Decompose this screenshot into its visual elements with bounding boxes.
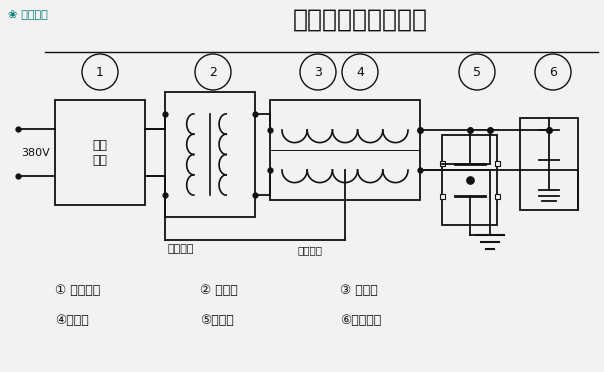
- Text: ① 变频电源: ① 变频电源: [55, 283, 100, 296]
- Bar: [495, 161, 500, 166]
- Text: ⑤分压器: ⑤分压器: [200, 314, 234, 327]
- Bar: [495, 194, 500, 199]
- Text: ③ 电抗器: ③ 电抗器: [340, 283, 378, 296]
- Text: 1: 1: [96, 65, 104, 78]
- Text: 2: 2: [209, 65, 217, 78]
- Text: ② 激励变: ② 激励变: [200, 283, 238, 296]
- Text: 测量输入: 测量输入: [297, 245, 323, 255]
- Bar: [440, 194, 445, 199]
- Bar: [270, 100, 420, 200]
- Bar: [165, 92, 255, 217]
- Text: 测量输入: 测量输入: [167, 244, 193, 254]
- Text: 3: 3: [314, 65, 322, 78]
- Text: 4: 4: [356, 65, 364, 78]
- Text: 380V: 380V: [22, 148, 50, 157]
- Text: 变频
输出: 变频 输出: [92, 138, 108, 167]
- Text: 电缆耐压试验接线图: 电缆耐压试验接线图: [292, 8, 428, 32]
- Bar: [440, 161, 445, 166]
- Bar: [520, 118, 578, 210]
- Text: ⑥试品电缆: ⑥试品电缆: [340, 314, 381, 327]
- Bar: [442, 135, 497, 225]
- Text: 5: 5: [473, 65, 481, 78]
- Text: ④电抗器: ④电抗器: [55, 314, 89, 327]
- Text: 6: 6: [549, 65, 557, 78]
- Bar: [55, 100, 145, 205]
- Text: ❀ 木森電氣: ❀ 木森電氣: [8, 10, 48, 20]
